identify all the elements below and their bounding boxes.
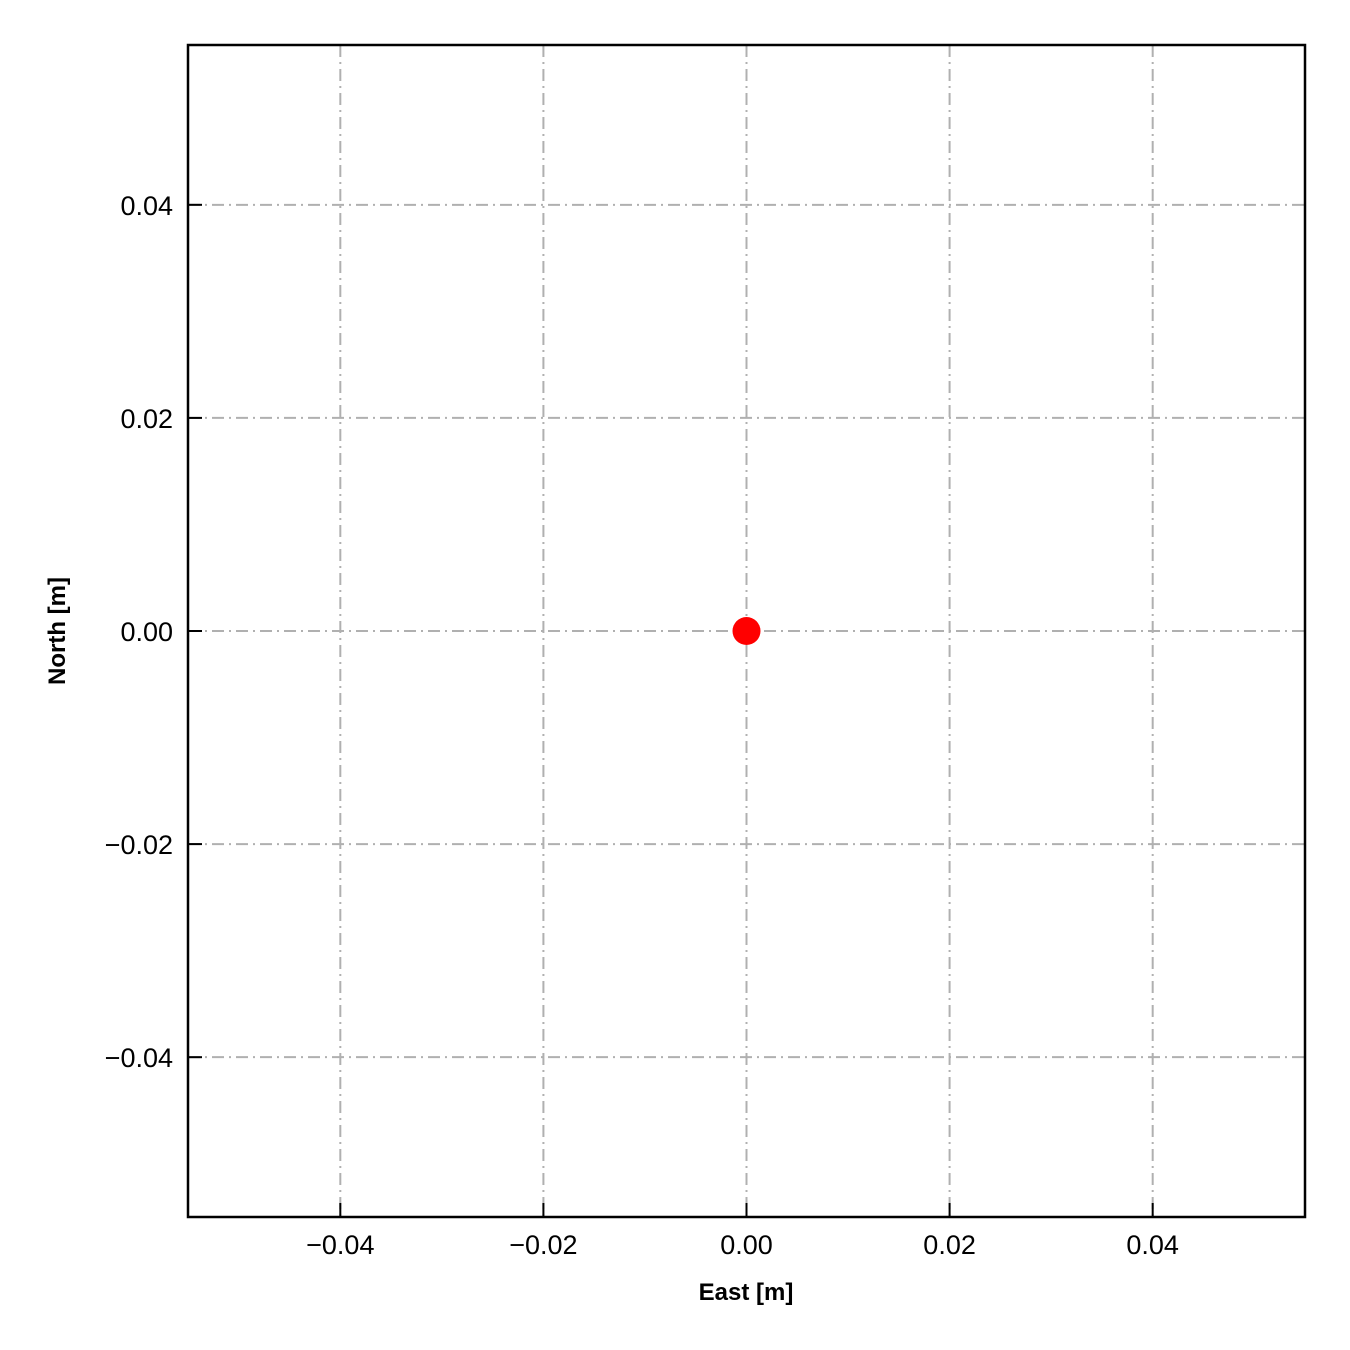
ticks: −0.04 −0.02 0.00 0.02 0.04 −0.04 −0.02 0.00 0.02… xyxy=(105,191,1179,1260)
y-axis-label: North [m] xyxy=(44,577,71,685)
x-tick-label: 0.04 xyxy=(1126,1230,1179,1260)
x-tick-label: 0.02 xyxy=(923,1230,976,1260)
plot-frame xyxy=(186,43,1307,1219)
x-tick-label: −0.02 xyxy=(509,1230,577,1260)
x-tick-label: 0.00 xyxy=(720,1230,773,1260)
grid xyxy=(188,45,1305,1217)
data-points xyxy=(732,617,761,645)
y-tick-label: −0.04 xyxy=(105,1043,173,1073)
x-axis-label: East [m] xyxy=(699,1279,794,1306)
data-point xyxy=(732,617,761,645)
y-tick-label: 0.00 xyxy=(120,617,173,647)
y-tick-label: 0.02 xyxy=(120,404,173,434)
y-tick-label: 0.04 xyxy=(120,191,173,221)
y-tick-label: −0.02 xyxy=(105,830,173,860)
x-tick-label: −0.04 xyxy=(306,1230,374,1260)
